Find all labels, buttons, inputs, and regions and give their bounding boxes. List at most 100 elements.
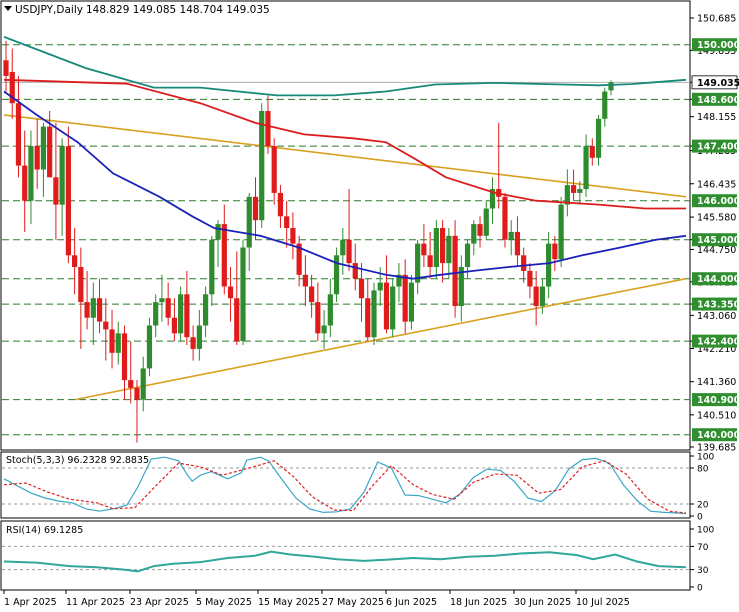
candle-body	[315, 302, 321, 334]
rsi-line-series	[3, 550, 687, 573]
candle	[115, 321, 121, 365]
candle-body	[408, 282, 415, 322]
candle-body	[284, 216, 290, 229]
candle-body	[140, 368, 146, 400]
candle-body	[184, 294, 190, 338]
candle	[577, 181, 583, 205]
candle	[196, 309, 202, 361]
candle-body	[259, 111, 265, 221]
level-label-box	[692, 233, 737, 247]
candle-body	[595, 118, 602, 158]
candle	[471, 220, 477, 256]
candle	[346, 189, 352, 271]
candle	[72, 228, 78, 295]
candle	[427, 231, 433, 279]
candle	[28, 130, 34, 225]
candle-body	[215, 224, 221, 240]
main-panel-frame	[0, 0, 691, 451]
candle	[227, 267, 234, 322]
osc-y-tick-label: 80	[697, 465, 709, 475]
candle	[508, 220, 514, 256]
level-label-text: 142.400	[697, 337, 739, 348]
candle	[3, 40, 9, 92]
y-tick-label: 148.155	[697, 112, 736, 123]
candle	[59, 138, 65, 236]
candle-body	[178, 294, 184, 334]
candle-body	[452, 235, 458, 307]
candle-body	[340, 239, 346, 256]
candle	[40, 122, 47, 197]
candle-body	[402, 274, 408, 322]
candle-body	[377, 282, 383, 291]
candle-body	[271, 146, 277, 193]
candle	[128, 341, 134, 404]
level-label-text: 149.035	[697, 78, 739, 89]
candle-body	[72, 255, 78, 268]
candle	[190, 325, 196, 361]
candle-body	[78, 267, 84, 303]
candle	[483, 200, 489, 240]
x-tick-label: 5 May 2025	[196, 597, 252, 608]
candle-body	[190, 337, 196, 349]
level-label-text: 147.400	[697, 142, 739, 153]
dropdown-arrow-icon[interactable]	[4, 6, 12, 11]
candle-body	[15, 103, 22, 166]
candle	[446, 228, 452, 279]
candle	[265, 95, 271, 154]
candle	[315, 282, 321, 342]
candle	[165, 282, 171, 326]
candle-body	[165, 298, 171, 318]
candle	[502, 192, 508, 248]
candle	[458, 255, 464, 322]
candle	[252, 177, 259, 240]
candle-body	[396, 274, 402, 287]
candle	[327, 278, 333, 338]
candle-body	[471, 224, 477, 244]
trendline	[3, 114, 687, 198]
candle-body	[439, 228, 446, 264]
x-tick-label: 6 Jun 2025	[386, 597, 437, 608]
candle-body	[196, 325, 202, 349]
candle-body	[446, 235, 452, 264]
level-label-box	[692, 38, 737, 52]
candle-body	[47, 126, 53, 178]
candle	[271, 138, 277, 205]
candle-body	[227, 286, 234, 299]
candle	[383, 255, 390, 334]
candle-body	[96, 298, 103, 322]
ma-fast-line	[3, 90, 687, 280]
level-label-text: 146.000	[697, 196, 739, 207]
stoch-title: Stoch(5,3,3) 96.2328 92.8835	[6, 455, 149, 466]
candle	[402, 259, 408, 334]
candle	[589, 138, 595, 166]
candle-body	[458, 267, 464, 307]
osc-y-tick-label: 100	[697, 526, 714, 536]
level-label-text: 150.000	[697, 40, 739, 51]
y-tick-label: 141.360	[697, 377, 736, 388]
candle	[47, 111, 53, 178]
candle	[608, 80, 614, 96]
candle	[564, 169, 570, 217]
candle	[221, 204, 227, 295]
candle-body	[40, 126, 47, 170]
candle	[140, 356, 146, 412]
candle	[309, 274, 315, 318]
candle-body	[527, 270, 533, 287]
candle	[9, 48, 15, 119]
y-tick-label: 139.685	[697, 443, 736, 454]
candle-body	[421, 243, 427, 256]
candle	[514, 216, 521, 268]
candle-body	[302, 274, 308, 287]
candle	[602, 87, 608, 127]
level-label-box	[692, 194, 737, 208]
candle	[22, 130, 28, 232]
rsi-title: RSI(14) 69.1285	[6, 525, 83, 536]
date-axis: 1 Apr 2025 11 Apr 2025 23 Apr 2025 5 May 20…	[3, 590, 630, 608]
candle-body	[277, 192, 284, 217]
candle-body	[564, 185, 570, 205]
candle-body	[53, 177, 59, 205]
candle	[159, 274, 165, 322]
candle-body	[103, 321, 109, 330]
candle-body	[483, 208, 489, 236]
